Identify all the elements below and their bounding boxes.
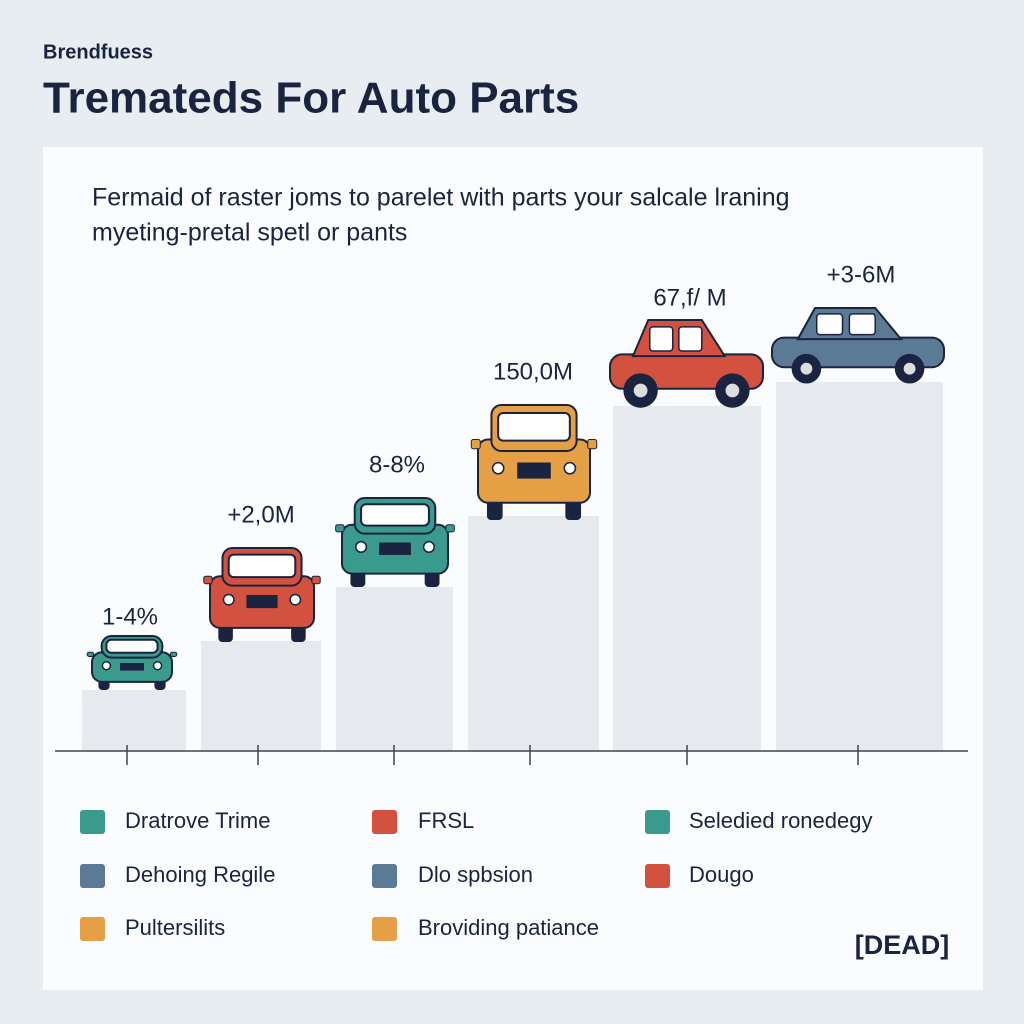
car-mirror (470, 439, 481, 450)
car-window (649, 326, 674, 352)
bar (776, 382, 943, 751)
bars: 1-4% +2,0M 8-8% 150,0M 67,f/ M +3-6M (82, 261, 943, 765)
column-label: +3-6M (827, 261, 896, 288)
bar (82, 690, 186, 751)
car-mirror (203, 575, 213, 585)
car-mirror (445, 524, 455, 533)
bar (613, 406, 761, 751)
car-mirror (169, 651, 178, 658)
car-grille (517, 462, 551, 479)
badge: [DEAD] (855, 930, 950, 960)
legend-swatch (372, 864, 397, 888)
bar (336, 587, 453, 751)
car-mirror (86, 651, 95, 658)
bar (468, 516, 599, 751)
column-label: 8-8% (369, 451, 425, 478)
car-light (355, 540, 368, 554)
legend: Dratrove Trime FRSL Seledied ronedegy Dehoi… (80, 808, 872, 941)
legend-swatch (80, 864, 105, 888)
column-label: 1-4% (102, 603, 158, 630)
column-label: 150,0M (493, 358, 573, 385)
car-hub (633, 383, 648, 398)
legend-swatch (645, 864, 670, 888)
car-hub (800, 362, 813, 375)
legend-label: Dehoing Regile (125, 862, 275, 887)
car-windshield (360, 503, 430, 527)
car-light (563, 461, 577, 475)
car-hub (903, 362, 916, 375)
car-window (678, 326, 703, 352)
column-label: 67,f/ M (653, 284, 726, 311)
car-mirror (311, 575, 321, 585)
car-windshield (227, 553, 297, 579)
legend-label: Dratrove Trime (125, 808, 270, 833)
legend-label: Broviding patiance (418, 915, 599, 940)
car-mirror (335, 524, 345, 533)
car-grille (379, 542, 411, 555)
car-light (289, 593, 302, 606)
car-light (422, 540, 435, 554)
bar (201, 641, 321, 751)
legend-swatch (372, 810, 397, 834)
car-mirror (587, 439, 598, 450)
legend-label: Pultersilits (125, 915, 225, 940)
car-light (491, 461, 505, 475)
legend-label: Dougo (689, 862, 754, 887)
title: Trematеds For Auto Parts (43, 74, 579, 123)
legend-swatch (372, 917, 397, 941)
car-window (848, 313, 876, 336)
car-grille (120, 663, 144, 671)
car-light (152, 660, 163, 671)
legend-label: Dlo spbsion (418, 862, 533, 887)
subtitle-line: Fermaid of raster joms to parelet with p… (92, 184, 790, 212)
car-windshield (105, 638, 159, 654)
column-label: +2,0M (227, 501, 294, 528)
cars (86, 307, 945, 690)
subtitle-line: myeting-pretal spetl or pants (92, 219, 407, 247)
car-grille (246, 595, 278, 609)
legend-label: FRSL (418, 808, 474, 833)
legend-swatch (645, 810, 670, 834)
car-windshield (497, 412, 571, 442)
legend-swatch (80, 917, 105, 941)
car-light (101, 660, 112, 671)
car-light (222, 593, 235, 606)
car-window (815, 313, 844, 336)
legend-swatch (80, 810, 105, 834)
brand: Brendfuess (43, 41, 153, 63)
car-hub (725, 383, 740, 398)
legend-label: Seledied ronedegy (689, 808, 872, 833)
